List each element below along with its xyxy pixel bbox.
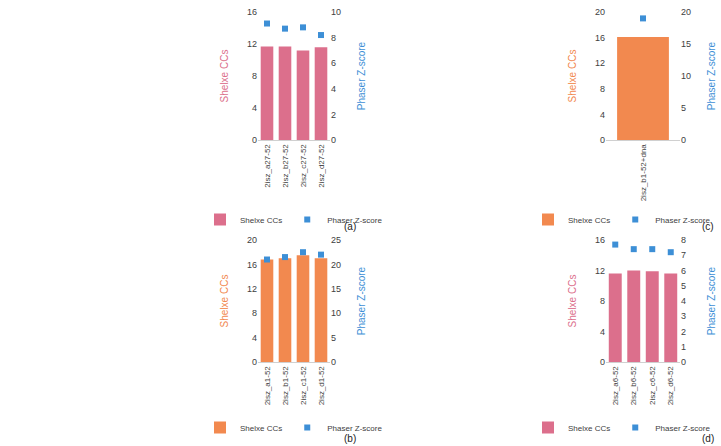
svg-text:Phaser Z-score: Phaser Z-score bbox=[655, 424, 710, 433]
svg-text:20: 20 bbox=[247, 235, 257, 245]
svg-text:0: 0 bbox=[331, 135, 336, 145]
svg-text:2isz_d6-52: 2isz_d6-52 bbox=[666, 366, 675, 406]
svg-text:2isz_b1-52: 2isz_b1-52 bbox=[281, 366, 290, 406]
svg-text:5: 5 bbox=[681, 103, 686, 113]
svg-text:2isz_a1-52: 2isz_a1-52 bbox=[263, 366, 272, 406]
svg-text:10: 10 bbox=[331, 308, 341, 318]
svg-text:0: 0 bbox=[331, 357, 336, 367]
svg-text:8: 8 bbox=[331, 33, 336, 43]
svg-text:6: 6 bbox=[331, 58, 336, 68]
svg-text:16: 16 bbox=[247, 7, 257, 17]
svg-text:4: 4 bbox=[252, 333, 257, 343]
svg-text:2isz_d1-52: 2isz_d1-52 bbox=[317, 366, 326, 406]
svg-text:(d): (d) bbox=[702, 433, 714, 444]
svg-text:8: 8 bbox=[600, 296, 605, 306]
svg-text:Shelxe CCs: Shelxe CCs bbox=[240, 216, 282, 225]
svg-text:Phaser Z-score: Phaser Z-score bbox=[356, 41, 367, 110]
svg-text:Shelxe CCs: Shelxe CCs bbox=[568, 424, 610, 433]
svg-text:8: 8 bbox=[681, 235, 686, 245]
svg-text:0: 0 bbox=[681, 135, 686, 145]
svg-text:20: 20 bbox=[595, 7, 605, 17]
svg-text:0: 0 bbox=[681, 357, 686, 367]
svg-text:Phaser Z-score: Phaser Z-score bbox=[356, 266, 367, 335]
svg-text:12: 12 bbox=[595, 266, 605, 276]
svg-text:(b): (b) bbox=[344, 433, 356, 444]
svg-text:2isz_c27-52: 2isz_c27-52 bbox=[299, 144, 308, 188]
svg-text:2: 2 bbox=[681, 327, 686, 337]
svg-text:(c): (c) bbox=[702, 221, 714, 232]
svg-text:15: 15 bbox=[681, 39, 691, 49]
svg-text:8: 8 bbox=[252, 71, 257, 81]
svg-text:25: 25 bbox=[331, 235, 341, 245]
svg-text:Phaser Z-score: Phaser Z-score bbox=[327, 424, 382, 433]
svg-text:16: 16 bbox=[247, 260, 257, 270]
svg-text:4: 4 bbox=[600, 327, 605, 337]
svg-text:Phaser Z-score: Phaser Z-score bbox=[706, 41, 717, 110]
svg-text:4: 4 bbox=[252, 103, 257, 113]
svg-text:16: 16 bbox=[595, 235, 605, 245]
svg-text:20: 20 bbox=[681, 7, 691, 17]
svg-text:12: 12 bbox=[247, 284, 257, 294]
svg-text:20: 20 bbox=[331, 260, 341, 270]
svg-text:2isz_c1-52: 2isz_c1-52 bbox=[299, 366, 308, 405]
svg-text:1: 1 bbox=[681, 342, 686, 352]
svg-text:12: 12 bbox=[247, 39, 257, 49]
svg-text:4: 4 bbox=[331, 84, 336, 94]
svg-text:16: 16 bbox=[595, 33, 605, 43]
svg-text:Shelxe CCs: Shelxe CCs bbox=[567, 50, 578, 103]
svg-text:2isz_c6-52: 2isz_c6-52 bbox=[648, 366, 657, 405]
svg-text:0: 0 bbox=[600, 135, 605, 145]
svg-text:2isz_d27-52: 2isz_d27-52 bbox=[317, 144, 326, 188]
svg-text:4: 4 bbox=[681, 296, 686, 306]
svg-text:2isz_a6-52: 2isz_a6-52 bbox=[611, 366, 620, 406]
svg-text:10: 10 bbox=[681, 71, 691, 81]
svg-text:Shelxe CCs: Shelxe CCs bbox=[568, 216, 610, 225]
svg-text:8: 8 bbox=[600, 84, 605, 94]
svg-text:Shelxe CCs: Shelxe CCs bbox=[219, 275, 230, 328]
svg-text:8: 8 bbox=[252, 308, 257, 318]
svg-text:2isz_b27-52: 2isz_b27-52 bbox=[281, 144, 290, 188]
svg-text:Phaser Z-score: Phaser Z-score bbox=[655, 216, 710, 225]
svg-text:6: 6 bbox=[681, 266, 686, 276]
svg-text:0: 0 bbox=[600, 357, 605, 367]
svg-text:2isz_b6-52: 2isz_b6-52 bbox=[629, 366, 638, 406]
svg-text:Shelxe CCs: Shelxe CCs bbox=[240, 424, 282, 433]
svg-text:Phaser Z-score: Phaser Z-score bbox=[706, 266, 717, 335]
svg-text:5: 5 bbox=[681, 281, 686, 291]
svg-text:Shelxe CCs: Shelxe CCs bbox=[567, 275, 578, 328]
svg-text:2isz_b1-52+dna: 2isz_b1-52+dna bbox=[639, 144, 648, 202]
svg-text:7: 7 bbox=[681, 250, 686, 260]
svg-text:2: 2 bbox=[331, 110, 336, 120]
svg-text:0: 0 bbox=[252, 135, 257, 145]
svg-text:0: 0 bbox=[252, 357, 257, 367]
svg-text:3: 3 bbox=[681, 311, 686, 321]
svg-text:(a): (a) bbox=[344, 221, 356, 232]
svg-text:4: 4 bbox=[600, 110, 605, 120]
svg-text:Shelxe CCs: Shelxe CCs bbox=[219, 50, 230, 103]
svg-text:12: 12 bbox=[595, 58, 605, 68]
svg-text:Phaser Z-score: Phaser Z-score bbox=[327, 216, 382, 225]
svg-text:2isz_a27-52: 2isz_a27-52 bbox=[263, 144, 272, 188]
svg-text:15: 15 bbox=[331, 284, 341, 294]
svg-text:10: 10 bbox=[331, 7, 341, 17]
svg-text:5: 5 bbox=[331, 333, 336, 343]
